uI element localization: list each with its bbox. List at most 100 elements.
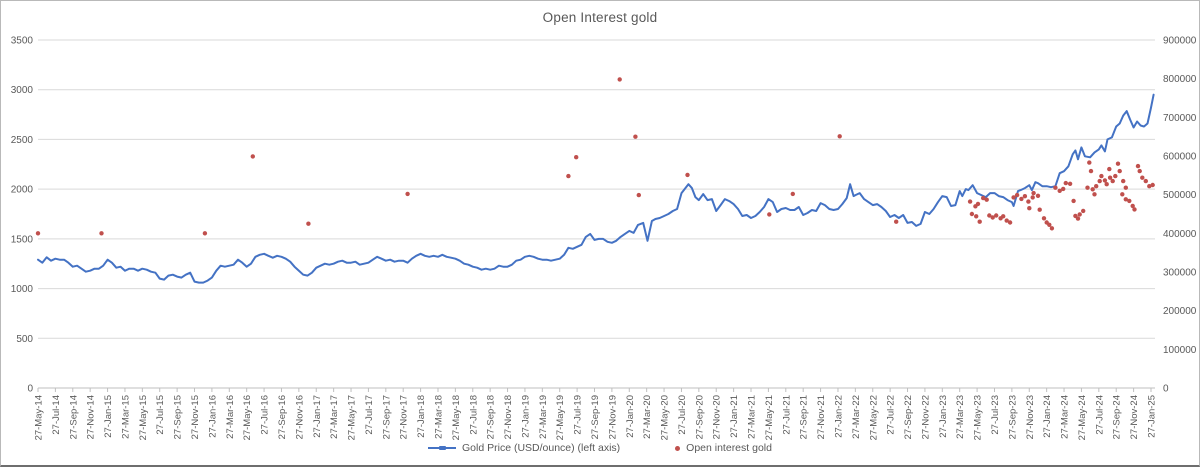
open-interest-dot [1085,185,1090,190]
x-tick-label: 27-Nov-20 [712,395,723,439]
open-interest-dot [1026,199,1031,204]
y-right-tick-label: 900000 [1163,36,1197,47]
open-interest-dot [990,215,995,220]
open-interest-dot [617,77,622,82]
open-interest-dot [1123,185,1129,190]
gold-price-line [37,93,1155,284]
open-interest-dot [767,212,772,217]
x-tick-label: 27-Nov-15 [190,395,201,439]
x-tick-label: 27-Sep-24 [1112,395,1123,439]
y-right-tick-label: 300000 [1163,268,1197,279]
open-interest-dot [837,134,842,139]
open-interest-dot [1031,190,1036,196]
y-left-tick-label: 0 [27,384,33,395]
x-tick-label: 27-Jul-14 [51,395,62,435]
x-tick-label: 27-Mar-17 [329,395,340,439]
x-tick-label: 27-Sep-19 [590,395,601,439]
open-interest-dot [974,214,979,219]
open-interest-dot [1088,168,1094,174]
legend-label-open-interest: Open interest gold [686,442,772,454]
open-interest-dot [306,221,311,226]
open-interest-dot [1061,186,1066,192]
x-tick-label: 27-Jan-15 [103,395,114,438]
x-tick-label: 27-Jan-25 [1147,395,1158,438]
y-right-tick-label: 0 [1163,384,1169,395]
open-interest-dot [969,211,975,217]
open-interest-dot [636,192,641,198]
x-tick-label: 27-May-24 [1077,395,1088,440]
open-interest-dot [1115,161,1121,166]
y-left-tick-label: 3000 [11,85,34,96]
x-tick-label: 27-Jul-23 [990,395,1001,435]
open-interest-dot [1004,218,1009,223]
x-tick-label: 27-Jan-16 [207,395,218,438]
x-tick-label: 27-May-23 [973,395,984,440]
x-tick-label: 27-Jan-19 [520,395,531,438]
x-tick-label: 27-Sep-14 [68,395,79,439]
open-interest-dot [1127,198,1132,204]
y-right-tick-label: 700000 [1163,113,1197,124]
open-interest-dot [967,199,973,204]
x-tick-label: 27-Jul-21 [781,395,792,435]
open-interest-dot [894,219,899,224]
y-right-tick-label: 400000 [1163,229,1197,240]
open-interest-dot [1047,222,1052,227]
x-tick-label: 27-Jul-15 [155,395,166,435]
x-tick-label: 27-Sep-23 [1007,395,1018,439]
open-interest-dot [994,213,999,218]
x-tick-label: 27-Sep-15 [173,395,184,439]
x-tick-label: 27-Nov-19 [607,395,618,439]
open-interest-dot [1027,206,1032,211]
open-interest-dot [1081,208,1086,214]
open-interest-dot [1001,214,1006,219]
open-interest-dot [1123,197,1129,202]
x-tick-label: 27-May-19 [555,395,566,440]
legend: Gold Price (USD/ounce) (left axis) Open … [1,442,1199,454]
x-tick-label: 27-May-14 [34,395,45,440]
open-interest-dot [1130,203,1135,209]
open-interest-dot [566,173,571,179]
x-tick-label: 27-Mar-23 [955,395,966,439]
open-interest-dot [1022,194,1028,199]
x-tick-label: 27-Sep-21 [799,395,810,439]
x-tick-label: 27-Mar-18 [433,395,444,439]
open-interest-dot-swatch-icon [675,445,681,451]
x-tick-label: 27-Mar-15 [120,395,131,439]
open-interest-dot [1099,173,1104,179]
x-tick-label: 27-Nov-14 [86,395,97,439]
x-tick-label: 27-Mar-22 [851,395,862,439]
x-tick-label: 27-Jul-16 [260,395,271,435]
x-tick-label: 27-Jan-24 [1042,395,1053,438]
open-interest-dot [1035,193,1041,198]
open-interest-dot [1147,184,1152,189]
chart-title: Open Interest gold [542,10,658,25]
legend-label-gold-price: Gold Price (USD/ounce) (left axis) [462,442,621,454]
x-tick-label: 27-Nov-16 [294,395,305,439]
open-interest-dot [1150,182,1155,188]
x-tick-label: 27-Mar-21 [747,395,758,439]
open-interest-dot [1107,175,1113,180]
open-interest-dot [790,191,795,197]
x-tick-label: 27-Jul-17 [364,395,375,435]
x-tick-label: 27-Jan-20 [625,395,636,438]
open-interest-dot [1071,198,1076,204]
open-interest-dot [1140,175,1145,180]
open-interest-dot [1090,187,1095,192]
x-tick-label: 27-Jul-24 [1094,395,1105,435]
x-tick-label: 27-Mar-16 [225,395,236,439]
x-tick-label: 27-Mar-24 [1060,395,1071,439]
y-right-tick-label: 800000 [1163,74,1197,85]
x-tick-label: 27-Jul-18 [468,395,479,435]
open-interest-dot [1030,195,1035,200]
x-tick-label: 27-Jul-20 [677,395,688,435]
x-tick-label: 27-Nov-17 [399,395,410,439]
open-interest-dot [1063,180,1069,186]
x-tick-label: 27-Nov-18 [503,395,514,439]
x-tick-label: 27-Jan-22 [833,395,844,438]
open-interest-dot [1137,168,1142,174]
y-left-tick-label: 2500 [11,135,34,146]
x-tick-label: 27-Mar-20 [642,395,653,439]
open-interest-dot [977,219,982,224]
open-interest-dot [1143,178,1149,184]
